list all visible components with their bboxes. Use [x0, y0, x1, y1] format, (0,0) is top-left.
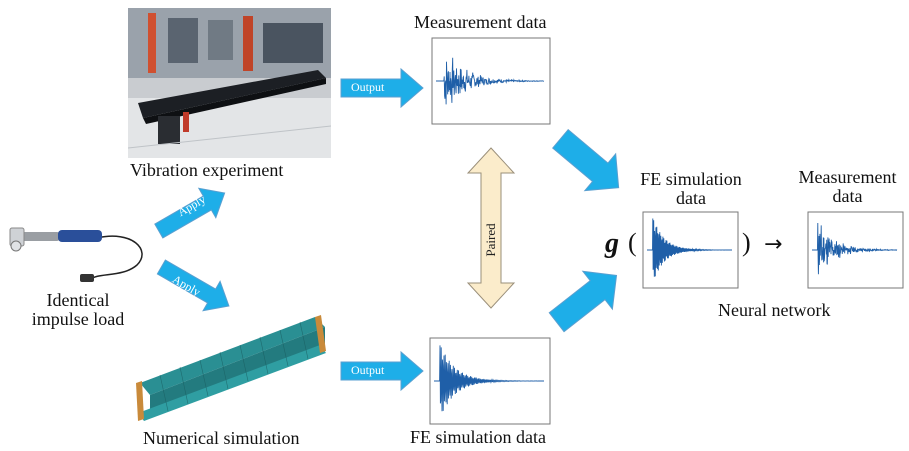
neural-network-label: Neural network — [718, 300, 831, 320]
measurement-signal-trace-nn — [812, 222, 898, 275]
fe-simulation-data-nn-line2: data — [676, 187, 706, 208]
measurement-signal-trace-top — [436, 57, 545, 105]
output-arrow-bottom — [340, 350, 424, 392]
fe-signal-trace-nn — [647, 218, 732, 277]
open-paren: ( — [628, 228, 637, 257]
identical-impulse-load-line1: Identical — [46, 290, 110, 310]
vibration-experiment-photo — [128, 8, 331, 158]
fe-simulation-data-label-bottom: FE simulation data — [410, 427, 546, 447]
fe-simulation-data-nn-line1: FE simulation — [640, 169, 742, 189]
output-label-bottom: Output — [351, 363, 385, 377]
apply-arrow-top — [154, 187, 226, 239]
fe-beam-model — [130, 305, 335, 425]
numerical-simulation-label: Numerical simulation — [143, 428, 300, 448]
output-arrow-top — [340, 67, 424, 109]
sig-meas-top-path — [436, 57, 545, 105]
output-label-top: Output — [351, 80, 385, 94]
identical-impulse-load-line2: impulse load — [31, 308, 125, 329]
maps-to-arrow: → — [764, 232, 783, 257]
measurement-data-label-top: Measurement data — [414, 12, 547, 32]
sig-meas-nn-path — [812, 222, 898, 275]
to-nn-arrow-top — [552, 128, 620, 192]
measurement-data-label-nn: Measurement data — [790, 168, 905, 206]
g-symbol: g — [605, 228, 619, 259]
sig-fe-nn-path — [647, 218, 732, 277]
fe-simulation-data-label-nn: FE simulation data — [626, 170, 756, 208]
apply-arrow-bottom — [156, 259, 230, 312]
sig-fe-bottom-path — [434, 345, 544, 412]
identical-impulse-load-label: Identical impulse load — [8, 291, 148, 329]
fe-signal-trace-bottom — [434, 345, 544, 412]
measurement-data-nn-line1: Measurement — [798, 167, 897, 187]
to-nn-arrow-bottom — [548, 270, 618, 333]
paired-double-arrow — [466, 147, 516, 309]
paired-label: Paired — [483, 223, 498, 257]
impact-hammer-icon — [2, 210, 162, 290]
vibration-experiment-label: Vibration experiment — [130, 160, 284, 180]
measurement-data-nn-line2: data — [832, 185, 863, 206]
close-paren: ) — [742, 228, 751, 257]
